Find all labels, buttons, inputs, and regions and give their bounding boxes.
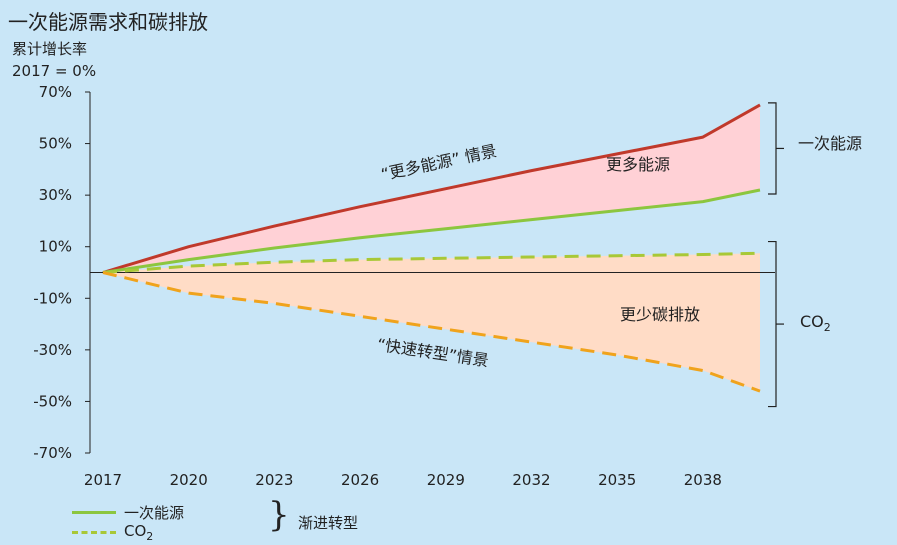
series-line-rt_co2 — [102, 271, 761, 393]
more-energy-area — [103, 104, 760, 273]
less-carbon-area — [103, 253, 760, 392]
x-tick-label: 2032 — [512, 471, 550, 489]
y-tick-label: -70% — [33, 444, 72, 462]
legend-item-energy: 一次能源 — [72, 502, 184, 523]
y-tick-label: -30% — [33, 341, 72, 359]
series-line-et_energy — [102, 188, 761, 274]
legend-dashed-line-icon — [72, 531, 116, 534]
legend-brace-icon: } — [268, 495, 290, 535]
series-line-et_co2 — [102, 251, 761, 274]
energy-bracket — [768, 102, 777, 195]
x-tick-label: 2020 — [170, 471, 208, 489]
y-tick-label: 70% — [39, 83, 72, 101]
legend-group-label: 渐进转型 — [298, 514, 359, 532]
right-label-energy: 一次能源 — [798, 134, 863, 153]
y-tick-label: -50% — [33, 392, 72, 410]
legend-label-energy: 一次能源 — [124, 504, 185, 522]
right-label-co2: CO2 — [800, 312, 831, 335]
annotation-rapid-scenario: “快速转型”情景 — [376, 335, 490, 371]
chart-title: 一次能源需求和碳排放 — [8, 10, 208, 34]
y-axis-label: 累计增长率 — [12, 40, 88, 58]
x-tick-label: 2026 — [341, 471, 379, 489]
y-tick-label: -10% — [33, 289, 72, 307]
x-tick-label: 2029 — [427, 471, 465, 489]
co2-bracket — [768, 240, 777, 408]
legend-label-co2: CO2 — [124, 522, 154, 543]
legend-item-co2: CO2 — [72, 522, 153, 543]
y-axis-baseline-note: 2017 = 0% — [12, 62, 97, 80]
legend-solid-line-icon — [72, 511, 116, 514]
y-tick-label: 30% — [39, 186, 72, 204]
annotation-more-energy: 更多能源 — [606, 155, 670, 174]
x-tick-label: 2038 — [684, 471, 722, 489]
y-tick-label: 50% — [39, 135, 72, 153]
annotation-ever-scenario: “更多能源” 情景 — [379, 141, 498, 184]
y-tick-label: 10% — [39, 238, 72, 256]
series-line-ever_energy — [102, 103, 761, 274]
x-tick-label: 2017 — [84, 471, 122, 489]
x-tick-label: 2023 — [255, 471, 293, 489]
x-tick-label: 2035 — [598, 471, 636, 489]
annotation-less-carbon: 更少碳排放 — [620, 305, 700, 324]
